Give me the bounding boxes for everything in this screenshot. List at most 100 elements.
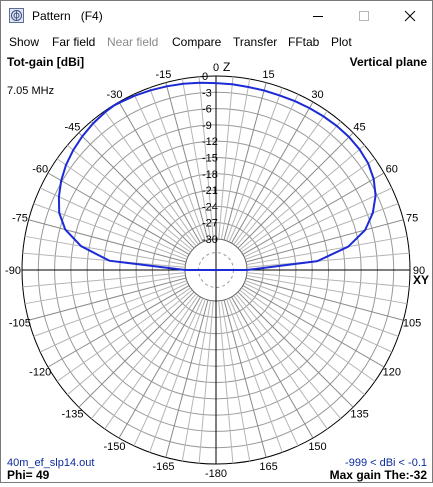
pattern-app-icon <box>9 8 24 23</box>
grid-spoke <box>228 297 299 447</box>
grid-spoke <box>22 272 186 288</box>
minimize-button[interactable] <box>295 1 340 31</box>
ring-label: -30 <box>202 234 218 246</box>
angle-label: -45 <box>65 121 81 133</box>
pattern-curve <box>57 81 377 271</box>
ring-labels: 0 -3 -6 -9 -12 -15 -18 -21 -24 -27 -30 <box>202 71 218 246</box>
grid-spoke <box>233 110 328 245</box>
grid-spoke <box>220 78 251 240</box>
title-bar[interactable]: Pattern (F4) <box>1 1 432 31</box>
grid-spoke <box>67 144 193 251</box>
file-name-label: 40m_ef_slp14.out <box>7 457 94 469</box>
polar-plot: -90-75-60-45-30-150153045607590105120135… <box>5 55 429 482</box>
grid-spoke <box>242 172 385 255</box>
grid-spoke <box>67 289 193 396</box>
grid-spoke <box>165 299 209 458</box>
phi-label: Phi= 49 <box>7 468 50 482</box>
ring-label: -27 <box>202 218 218 230</box>
window-title: Pattern (F4) <box>32 9 103 23</box>
angle-label: 75 <box>406 212 418 224</box>
grid-spoke <box>226 87 283 242</box>
menu-far-field[interactable]: Far field <box>52 35 96 49</box>
grid-spoke <box>133 297 204 447</box>
grid-spoke <box>118 296 201 439</box>
xy-axis-label: XY <box>413 273 429 287</box>
menu-transfer[interactable]: Transfer <box>233 35 278 49</box>
grid-spoke <box>39 282 189 353</box>
angle-label: -105 <box>9 318 31 330</box>
menu-near-field: Near field <box>107 35 159 49</box>
angle-label: 45 <box>353 121 365 133</box>
grid-spoke <box>56 287 191 382</box>
angle-label: 165 <box>259 461 277 473</box>
close-button[interactable] <box>387 1 432 31</box>
grid-spoke <box>104 110 199 245</box>
grid-spoke <box>237 132 354 249</box>
grid-spoke <box>237 291 354 408</box>
ring-label: -6 <box>202 104 212 116</box>
menu-show[interactable]: Show <box>9 35 40 49</box>
menu-compare[interactable]: Compare <box>172 35 222 49</box>
grid-spoke <box>133 93 204 243</box>
grid-spoke <box>28 277 187 321</box>
grid-spoke <box>231 296 314 439</box>
angle-label: -135 <box>61 409 83 421</box>
angle-label: 135 <box>350 409 368 421</box>
angle-label: 60 <box>386 164 398 176</box>
ring-label: -15 <box>202 152 218 164</box>
max-gain-label: Max gain The:-32 <box>330 468 428 482</box>
grid-spoke <box>244 280 399 337</box>
grid-spoke <box>223 299 267 458</box>
angle-label: -120 <box>29 367 51 379</box>
grid-spoke <box>56 158 191 253</box>
ring-label: -9 <box>202 120 212 132</box>
grid-spoke <box>239 289 365 396</box>
angle-label: 90 <box>413 265 425 277</box>
angle-label: 150 <box>308 441 326 453</box>
grid-spoke <box>226 298 283 453</box>
grid-spoke <box>47 172 190 255</box>
angle-label: -180 <box>205 468 227 480</box>
grid-spoke <box>246 272 410 288</box>
grid-spoke <box>90 121 197 247</box>
grid-spoke <box>228 93 299 243</box>
grid-spoke <box>28 219 187 263</box>
window-title-text: Pattern <box>32 9 71 23</box>
grid-spoke <box>235 293 342 419</box>
grid-spoke <box>246 252 410 268</box>
angle-label: -15 <box>156 69 172 81</box>
grid-spoke <box>33 280 188 337</box>
range-label: -999 < dBi < -0.1 <box>345 457 427 469</box>
grid-spoke <box>181 78 212 240</box>
grid-spoke <box>39 187 189 258</box>
ring-label: 0 <box>202 71 208 83</box>
grid-spoke <box>78 291 195 408</box>
maximize-button[interactable] <box>341 1 386 31</box>
grid-spoke <box>47 285 190 368</box>
grid-spoke <box>104 295 199 430</box>
menu-plot[interactable]: Plot <box>331 35 352 49</box>
grid-spoke <box>223 82 267 241</box>
grid-spoke <box>149 298 206 453</box>
grid-spoke <box>165 82 209 241</box>
grid-spoke <box>245 277 404 321</box>
close-icon <box>404 10 416 22</box>
z-axis-label: Z <box>223 60 230 74</box>
angle-labels: -90-75-60-45-30-150153045607590105120135… <box>5 62 425 480</box>
ring-label: -18 <box>202 169 218 181</box>
plane-label: Vertical plane <box>350 55 428 69</box>
angle-label: 105 <box>403 318 421 330</box>
menu-fftab[interactable]: FFtab <box>288 35 320 49</box>
grid-spoke <box>243 282 393 353</box>
grid-spoke <box>118 101 201 244</box>
grid-spoke <box>241 287 376 382</box>
angle-label: -165 <box>152 461 174 473</box>
grid-spoke <box>246 274 408 305</box>
ring-label: -12 <box>202 136 218 148</box>
grid-spoke <box>239 144 365 251</box>
menu-bar: Show Far field Near field Compare Transf… <box>1 32 432 52</box>
angle-label: -150 <box>103 441 125 453</box>
grid-spoke <box>241 158 376 253</box>
grid-spoke <box>246 235 408 266</box>
